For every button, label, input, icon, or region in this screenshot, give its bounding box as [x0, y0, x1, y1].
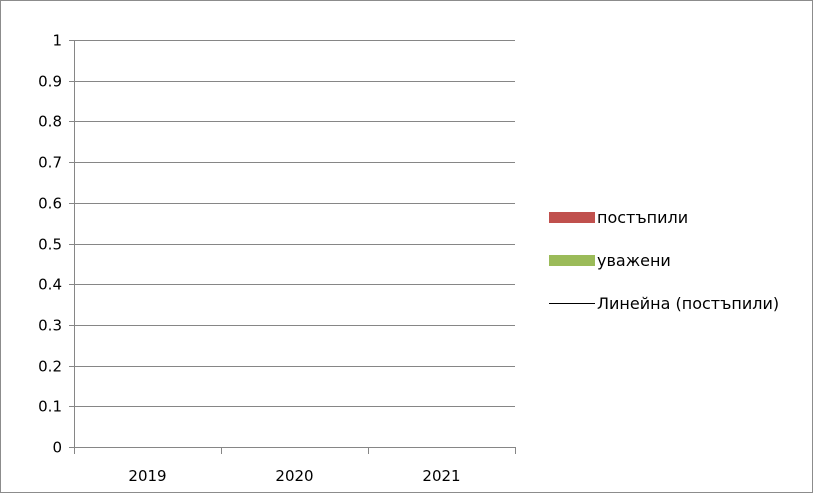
x-axis-tick-labels: 2019 2020 2021 [128, 467, 460, 485]
x-tick-label: 2021 [422, 467, 460, 485]
legend-swatch [549, 255, 595, 266]
y-tick-label: 0.7 [38, 154, 62, 172]
y-tick-label: 0.3 [38, 317, 62, 335]
y-tick-label: 0.6 [38, 195, 62, 213]
legend-label: Линейна (постъпили) [597, 294, 779, 313]
y-tick-label: 0.1 [38, 398, 62, 416]
y-tick-label: 0.9 [38, 73, 62, 91]
y-tick-label: 0 [52, 439, 62, 457]
x-tick-label: 2020 [275, 467, 313, 485]
x-tick-label: 2019 [128, 467, 166, 485]
legend-label: уважени [597, 251, 671, 270]
y-tick-label: 0.5 [38, 236, 62, 254]
legend-swatch [549, 212, 595, 223]
y-tick-label: 0.2 [38, 358, 62, 376]
axes [69, 40, 516, 454]
legend-label: постъпили [597, 208, 688, 227]
y-tick-label: 0.8 [38, 113, 62, 131]
y-tick-label: 0.4 [38, 276, 62, 294]
legend: постъпили уважени Линейна (постъпили) [549, 208, 779, 313]
gridlines [74, 40, 515, 407]
y-axis-tick-labels: 0 0.1 0.2 0.3 0.4 0.5 0.6 0.7 0.8 0.9 1 [38, 32, 62, 457]
y-tick-label: 1 [52, 32, 62, 50]
